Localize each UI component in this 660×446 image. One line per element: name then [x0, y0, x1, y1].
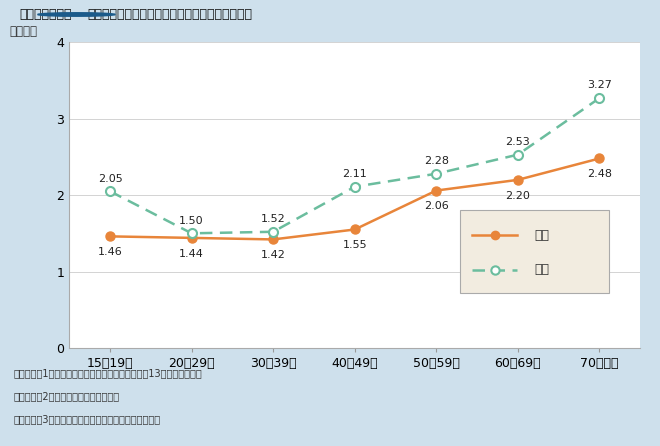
- Text: （備考）　1．総務省「社会生活基本調査」（平成13年）より作成。: （備考） 1．総務省「社会生活基本調査」（平成13年）より作成。: [13, 368, 202, 378]
- Text: 有業者・年齢階級別にみたマスメディア接触時間: 有業者・年齢階級別にみたマスメディア接触時間: [87, 8, 252, 21]
- Text: 3.27: 3.27: [587, 80, 612, 91]
- Text: 2.48: 2.48: [587, 169, 612, 179]
- Text: 2.28: 2.28: [424, 156, 449, 166]
- Text: 2.11: 2.11: [343, 169, 367, 179]
- Text: 1.50: 1.50: [180, 216, 204, 226]
- Text: （時間）: （時間）: [10, 25, 38, 38]
- Text: 男性: 男性: [535, 263, 550, 276]
- Text: 1.52: 1.52: [261, 214, 286, 224]
- Text: 1.42: 1.42: [261, 250, 286, 260]
- Text: 3．図中のデータは時間，分で表している。: 3．図中のデータは時間，分で表している。: [13, 414, 160, 424]
- Text: 2．週全体１日平均の時間。: 2．週全体１日平均の時間。: [13, 391, 119, 401]
- Text: 2.53: 2.53: [506, 137, 530, 147]
- Text: 第１－７－１図: 第１－７－１図: [20, 8, 72, 21]
- Text: 2.06: 2.06: [424, 201, 449, 211]
- Text: 2.20: 2.20: [506, 190, 530, 201]
- FancyBboxPatch shape: [461, 211, 609, 293]
- Text: 2.05: 2.05: [98, 173, 123, 184]
- Text: 女性: 女性: [535, 229, 550, 242]
- Text: 1.55: 1.55: [343, 240, 367, 250]
- Circle shape: [38, 13, 116, 16]
- Text: 1.44: 1.44: [180, 248, 204, 259]
- Text: 1.46: 1.46: [98, 247, 123, 257]
